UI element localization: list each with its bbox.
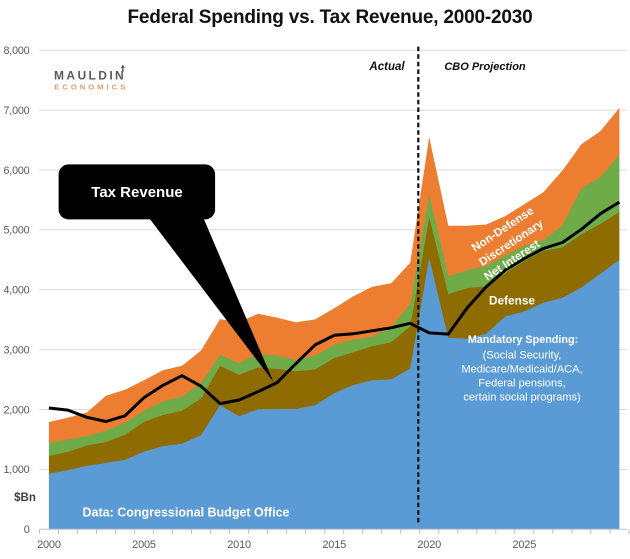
svg-text:2,000: 2,000 xyxy=(3,404,29,416)
svg-text:8,000: 8,000 xyxy=(3,45,29,57)
svg-text:2015: 2015 xyxy=(322,539,346,551)
svg-text:Tax Revenue: Tax Revenue xyxy=(91,184,182,201)
svg-text:MAULDIN: MAULDIN xyxy=(54,69,126,83)
svg-text:1,000: 1,000 xyxy=(3,464,29,476)
svg-text:$Bn: $Bn xyxy=(14,492,36,504)
svg-text:2020: 2020 xyxy=(417,539,441,551)
svg-text:Federal pensions,: Federal pensions, xyxy=(478,378,565,390)
svg-text:CBO Projection: CBO Projection xyxy=(444,61,526,73)
svg-text:2010: 2010 xyxy=(227,539,251,551)
svg-text:0: 0 xyxy=(24,524,30,536)
svg-text:Defense: Defense xyxy=(489,294,535,308)
svg-text:Medicare/Medicaid/ACA,: Medicare/Medicaid/ACA, xyxy=(461,364,582,376)
svg-text:5,000: 5,000 xyxy=(3,225,29,237)
svg-text:7,000: 7,000 xyxy=(3,105,29,117)
svg-text:certain social programs): certain social programs) xyxy=(463,392,580,404)
svg-text:2005: 2005 xyxy=(132,539,156,551)
svg-text:Actual: Actual xyxy=(368,61,405,73)
svg-text:3,000: 3,000 xyxy=(3,345,29,357)
svg-text:2025: 2025 xyxy=(512,539,536,551)
svg-text:ECONOMICS: ECONOMICS xyxy=(54,82,128,91)
svg-text:2000: 2000 xyxy=(37,539,61,551)
svg-text:6,000: 6,000 xyxy=(3,165,29,177)
svg-text:Federal Spending vs. Tax Reven: Federal Spending vs. Tax Revenue, 2000-2… xyxy=(127,7,532,28)
svg-text:4,000: 4,000 xyxy=(3,285,29,297)
svg-text:(Social Security,: (Social Security, xyxy=(483,350,562,362)
svg-text:Mandatory Spending:: Mandatory Spending: xyxy=(468,334,578,346)
svg-text:Data: Congressional Budget Off: Data: Congressional Budget Office xyxy=(83,506,290,520)
